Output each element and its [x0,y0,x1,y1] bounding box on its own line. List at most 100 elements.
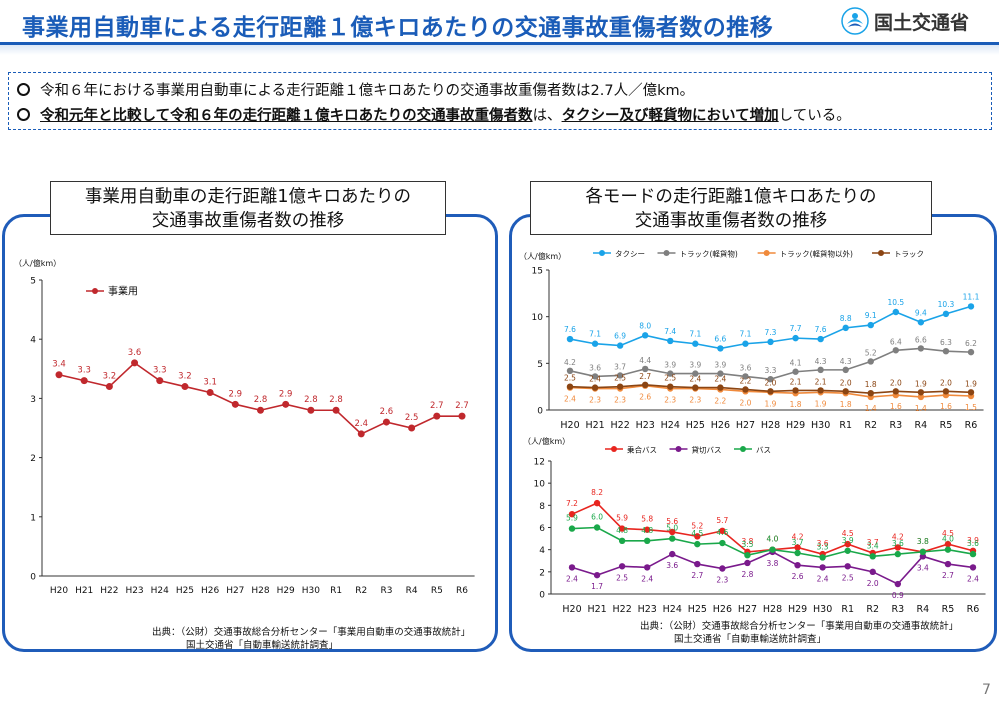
x-tick-label: H26 [201,586,219,596]
data-label: 3.9 [689,361,701,370]
data-point [641,365,649,373]
x-tick-label: R2 [355,586,367,596]
data-point [717,370,724,377]
data-point [593,499,601,507]
x-tick-label: H22 [611,420,630,431]
data-point [307,406,315,414]
data-point [817,366,824,374]
legend-marker [92,288,98,294]
data-label: 3.2 [103,372,117,382]
data-point [767,376,774,383]
x-tick-label: R6 [965,420,978,431]
data-label: 2.5 [664,374,676,383]
title-underline [0,42,999,45]
data-point [593,524,601,531]
data-point [667,370,674,377]
data-label: 7.1 [689,330,701,339]
data-point [206,388,214,396]
data-label: 2.3 [716,576,728,585]
data-point [357,430,365,438]
x-tick-label: H28 [761,420,780,431]
data-label: 1.8 [790,400,802,409]
data-label: 3.8 [917,537,929,546]
data-label: 3.8 [917,537,929,546]
data-label: 4.3 [815,357,827,366]
x-tick-label: H22 [100,586,118,596]
x-tick-label: H20 [562,604,581,615]
data-label: 3.3 [77,366,91,376]
data-label: 5.6 [666,517,678,526]
x-tick-label: H21 [75,586,93,596]
bullet-circle-icon [17,108,30,121]
data-label: 7.3 [765,328,777,337]
data-label: 2.5 [564,374,576,383]
data-label: 3.2 [178,372,192,382]
data-label: 4.6 [716,528,728,537]
data-point [181,383,189,391]
data-label: 7.6 [815,325,827,334]
data-point [692,384,699,391]
data-point [967,348,975,356]
data-point [618,525,626,532]
data-label: 1.8 [865,380,877,389]
data-label: 2.5 [616,573,628,582]
data-point [231,400,239,408]
data-point [282,400,290,408]
data-label: 6.2 [965,339,977,348]
data-point [867,321,874,329]
data-label: 3.6 [589,363,601,372]
data-label: 3.3 [765,366,777,375]
data-point [869,553,876,560]
data-label: 6.3 [940,338,952,347]
x-tick-label: H27 [738,604,757,615]
y-tick-label: 10 [534,480,546,490]
data-point [844,540,851,548]
data-point [944,546,952,553]
data-point [894,580,902,588]
data-label: 2.0 [940,378,952,387]
data-point [667,383,674,390]
data-point [408,424,416,432]
data-point [794,549,801,557]
data-label: 2.7 [942,571,954,580]
summary-line-2-text-1: は、 [532,108,562,124]
x-tick-label: R1 [841,604,854,615]
data-label: 2.4 [564,395,576,404]
data-label: 2.3 [689,396,701,405]
data-label: 2.8 [741,570,753,579]
data-label: 10.3 [938,300,955,309]
data-point [591,373,599,380]
data-label: 4.2 [792,532,804,541]
data-label: 2.2 [739,376,751,385]
data-label: 7.2 [566,499,578,508]
legend-label: タクシー [615,250,645,259]
x-tick-label: R3 [889,420,902,431]
legend-marker [763,250,770,256]
line-chart-bus: （人/億km） 0 2 4 6 8 10 12 H20 H21 H22 H23 H24 H25 H26 H27… [523,436,986,615]
x-tick-label: H25 [688,604,707,615]
x-tick-label: H30 [811,420,830,431]
data-point [792,334,799,342]
data-point [719,527,726,535]
data-label: 4.2 [892,532,904,541]
ministry-logo: 国土交通省 [840,6,969,36]
y-tick-label: 6 [539,524,545,534]
legend-marker [740,446,746,452]
data-label: 2.2 [714,396,726,405]
data-label: 3.6 [967,539,979,548]
data-point [869,568,876,576]
data-label: 1.9 [765,399,777,408]
data-label: 8.2 [591,488,603,497]
y-tick-label: 0 [539,591,545,601]
right-panel-title: 各モードの走行距離1億キロあたりの 交通事故重傷者数の推移 [530,181,932,235]
data-point [616,342,624,349]
x-tick-label: H24 [661,420,680,431]
summary-line-2: 令和元年と比較して令和６年の走行距離１億キロあたりの交通事故重傷者数は、タクシー… [17,104,851,125]
title-shade [0,45,999,55]
data-point [694,560,701,568]
data-label: 1.8 [840,400,852,409]
x-tick-label: R5 [940,420,953,431]
data-point [458,412,466,420]
data-label: 3.9 [842,536,854,545]
data-label: 2.8 [254,395,268,405]
